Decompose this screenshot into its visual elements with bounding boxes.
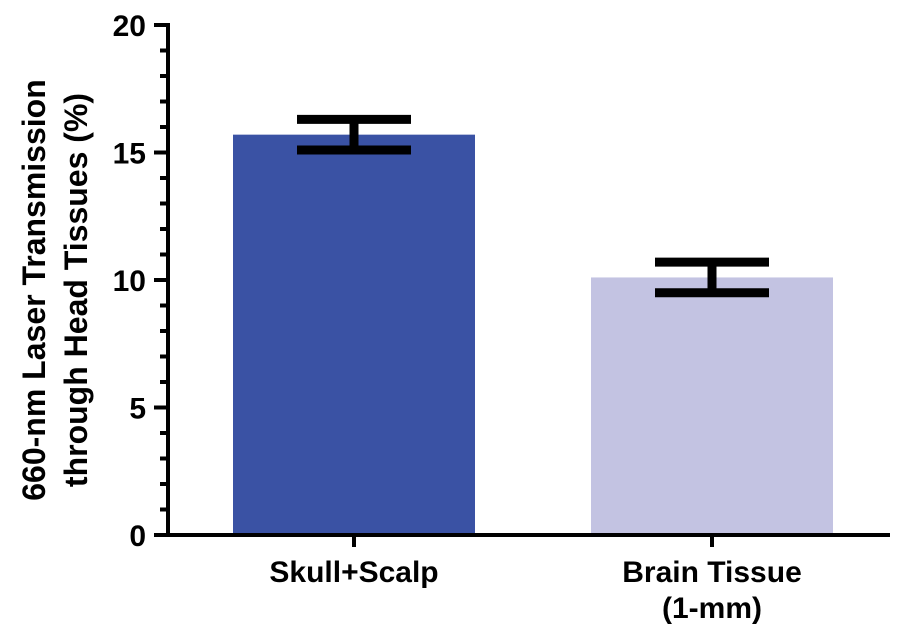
error-bars-group xyxy=(297,114,769,298)
bar-1 xyxy=(233,134,475,535)
y-tick-label: 0 xyxy=(129,520,146,553)
y-tick-label: 20 xyxy=(113,10,146,43)
x-category-label: (1-mm) xyxy=(662,592,762,625)
y-ticks-group: 0 5 10 15 20 xyxy=(113,10,168,553)
x-category-labels: Skull+Scalp Brain Tissue(1-mm) xyxy=(269,535,802,625)
y-tick-label: 5 xyxy=(129,393,146,426)
y-axis-title: 660-nm Laser Transmission through Head Ti… xyxy=(16,79,94,501)
y-tick-label: 15 xyxy=(113,138,146,171)
y-axis-title-line: through Head Tissues (%) xyxy=(58,93,94,487)
bars-group xyxy=(233,134,833,535)
x-category-label: Skull+Scalp xyxy=(269,556,438,589)
y-axis-title-line: 660-nm Laser Transmission xyxy=(16,79,52,501)
bar-2 xyxy=(591,277,833,535)
y-tick-label: 10 xyxy=(113,265,146,298)
x-category-label: Brain Tissue xyxy=(622,556,802,589)
